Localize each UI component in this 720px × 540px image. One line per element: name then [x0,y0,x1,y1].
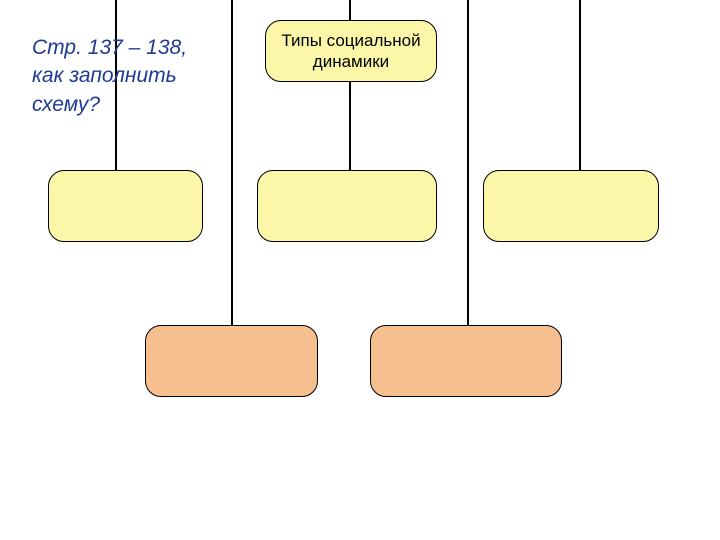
vline-3 [349,0,351,20]
box-mid-l [48,170,203,242]
question-line2: как заполнить [32,64,177,87]
box-root-label: Типы социальнойдинамики [281,30,420,73]
box-mid-r [483,170,659,242]
vline-1 [231,0,233,350]
question-line1: Стр. 137 – 138, [32,36,187,59]
box-bot-r [370,325,562,397]
question-line3: схему? [32,93,100,116]
question-text: Стр. 137 – 138, как заполнить схему? [32,34,187,119]
vline-5 [579,0,581,198]
box-root: Типы социальнойдинамики [265,20,437,82]
box-mid-c [257,170,437,242]
vline-4 [467,0,469,350]
box-bot-l [145,325,318,397]
